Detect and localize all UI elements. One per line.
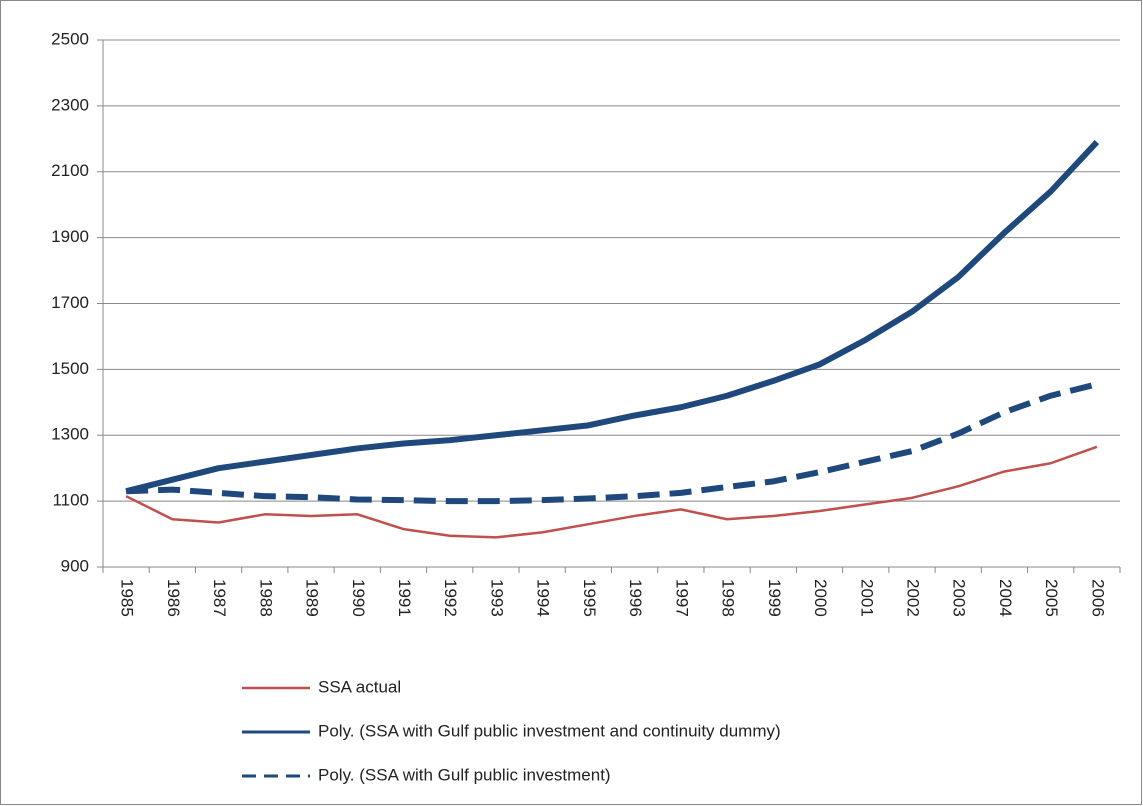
x-tick-label: 1989 xyxy=(303,579,322,617)
x-tick-label: 1985 xyxy=(118,579,137,617)
legend-label: SSA actual xyxy=(318,677,401,696)
x-tick-label: 1995 xyxy=(580,579,599,617)
y-tick-label: 900 xyxy=(61,556,89,575)
x-tick-label: 1999 xyxy=(765,579,784,617)
x-tick-label: 1986 xyxy=(164,579,183,617)
x-tick-label: 1991 xyxy=(395,579,414,617)
x-tick-label: 2003 xyxy=(950,579,969,617)
series-line xyxy=(125,445,1098,539)
x-tick-label: 1997 xyxy=(672,579,691,617)
x-tick-label: 1998 xyxy=(719,579,738,617)
y-tick-label: 1300 xyxy=(51,425,89,444)
y-tick-label: 1900 xyxy=(51,227,89,246)
y-tick-label: 1100 xyxy=(52,491,89,510)
x-tick-label: 1992 xyxy=(441,579,460,617)
x-tick-label: 1987 xyxy=(210,579,229,617)
x-tick-label: 1993 xyxy=(487,579,506,617)
legend-label: Poly. (SSA with Gulf public investment) xyxy=(318,765,611,784)
series-line xyxy=(125,140,1100,495)
x-tick-label: 2000 xyxy=(811,579,830,617)
y-tick-label: 2500 xyxy=(51,29,89,48)
x-tick-label: 1990 xyxy=(349,579,368,617)
y-tick-label: 2300 xyxy=(51,95,89,114)
x-tick-label: 2001 xyxy=(857,579,876,617)
x-tick-label: 2002 xyxy=(903,579,922,617)
x-tick-label: 1994 xyxy=(534,579,553,617)
x-tick-label: 1988 xyxy=(256,579,275,617)
legend-label: Poly. (SSA with Gulf public investment a… xyxy=(318,721,781,740)
x-tick-label: 2006 xyxy=(1088,579,1107,617)
x-tick-label: 1996 xyxy=(626,579,645,617)
y-tick-label: 1700 xyxy=(51,293,89,312)
y-tick-label: 1500 xyxy=(51,359,89,378)
series-line xyxy=(126,381,1098,505)
y-tick-label: 2100 xyxy=(51,161,89,180)
x-tick-label: 2005 xyxy=(1042,579,1061,617)
x-tick-label: 2004 xyxy=(996,579,1015,617)
